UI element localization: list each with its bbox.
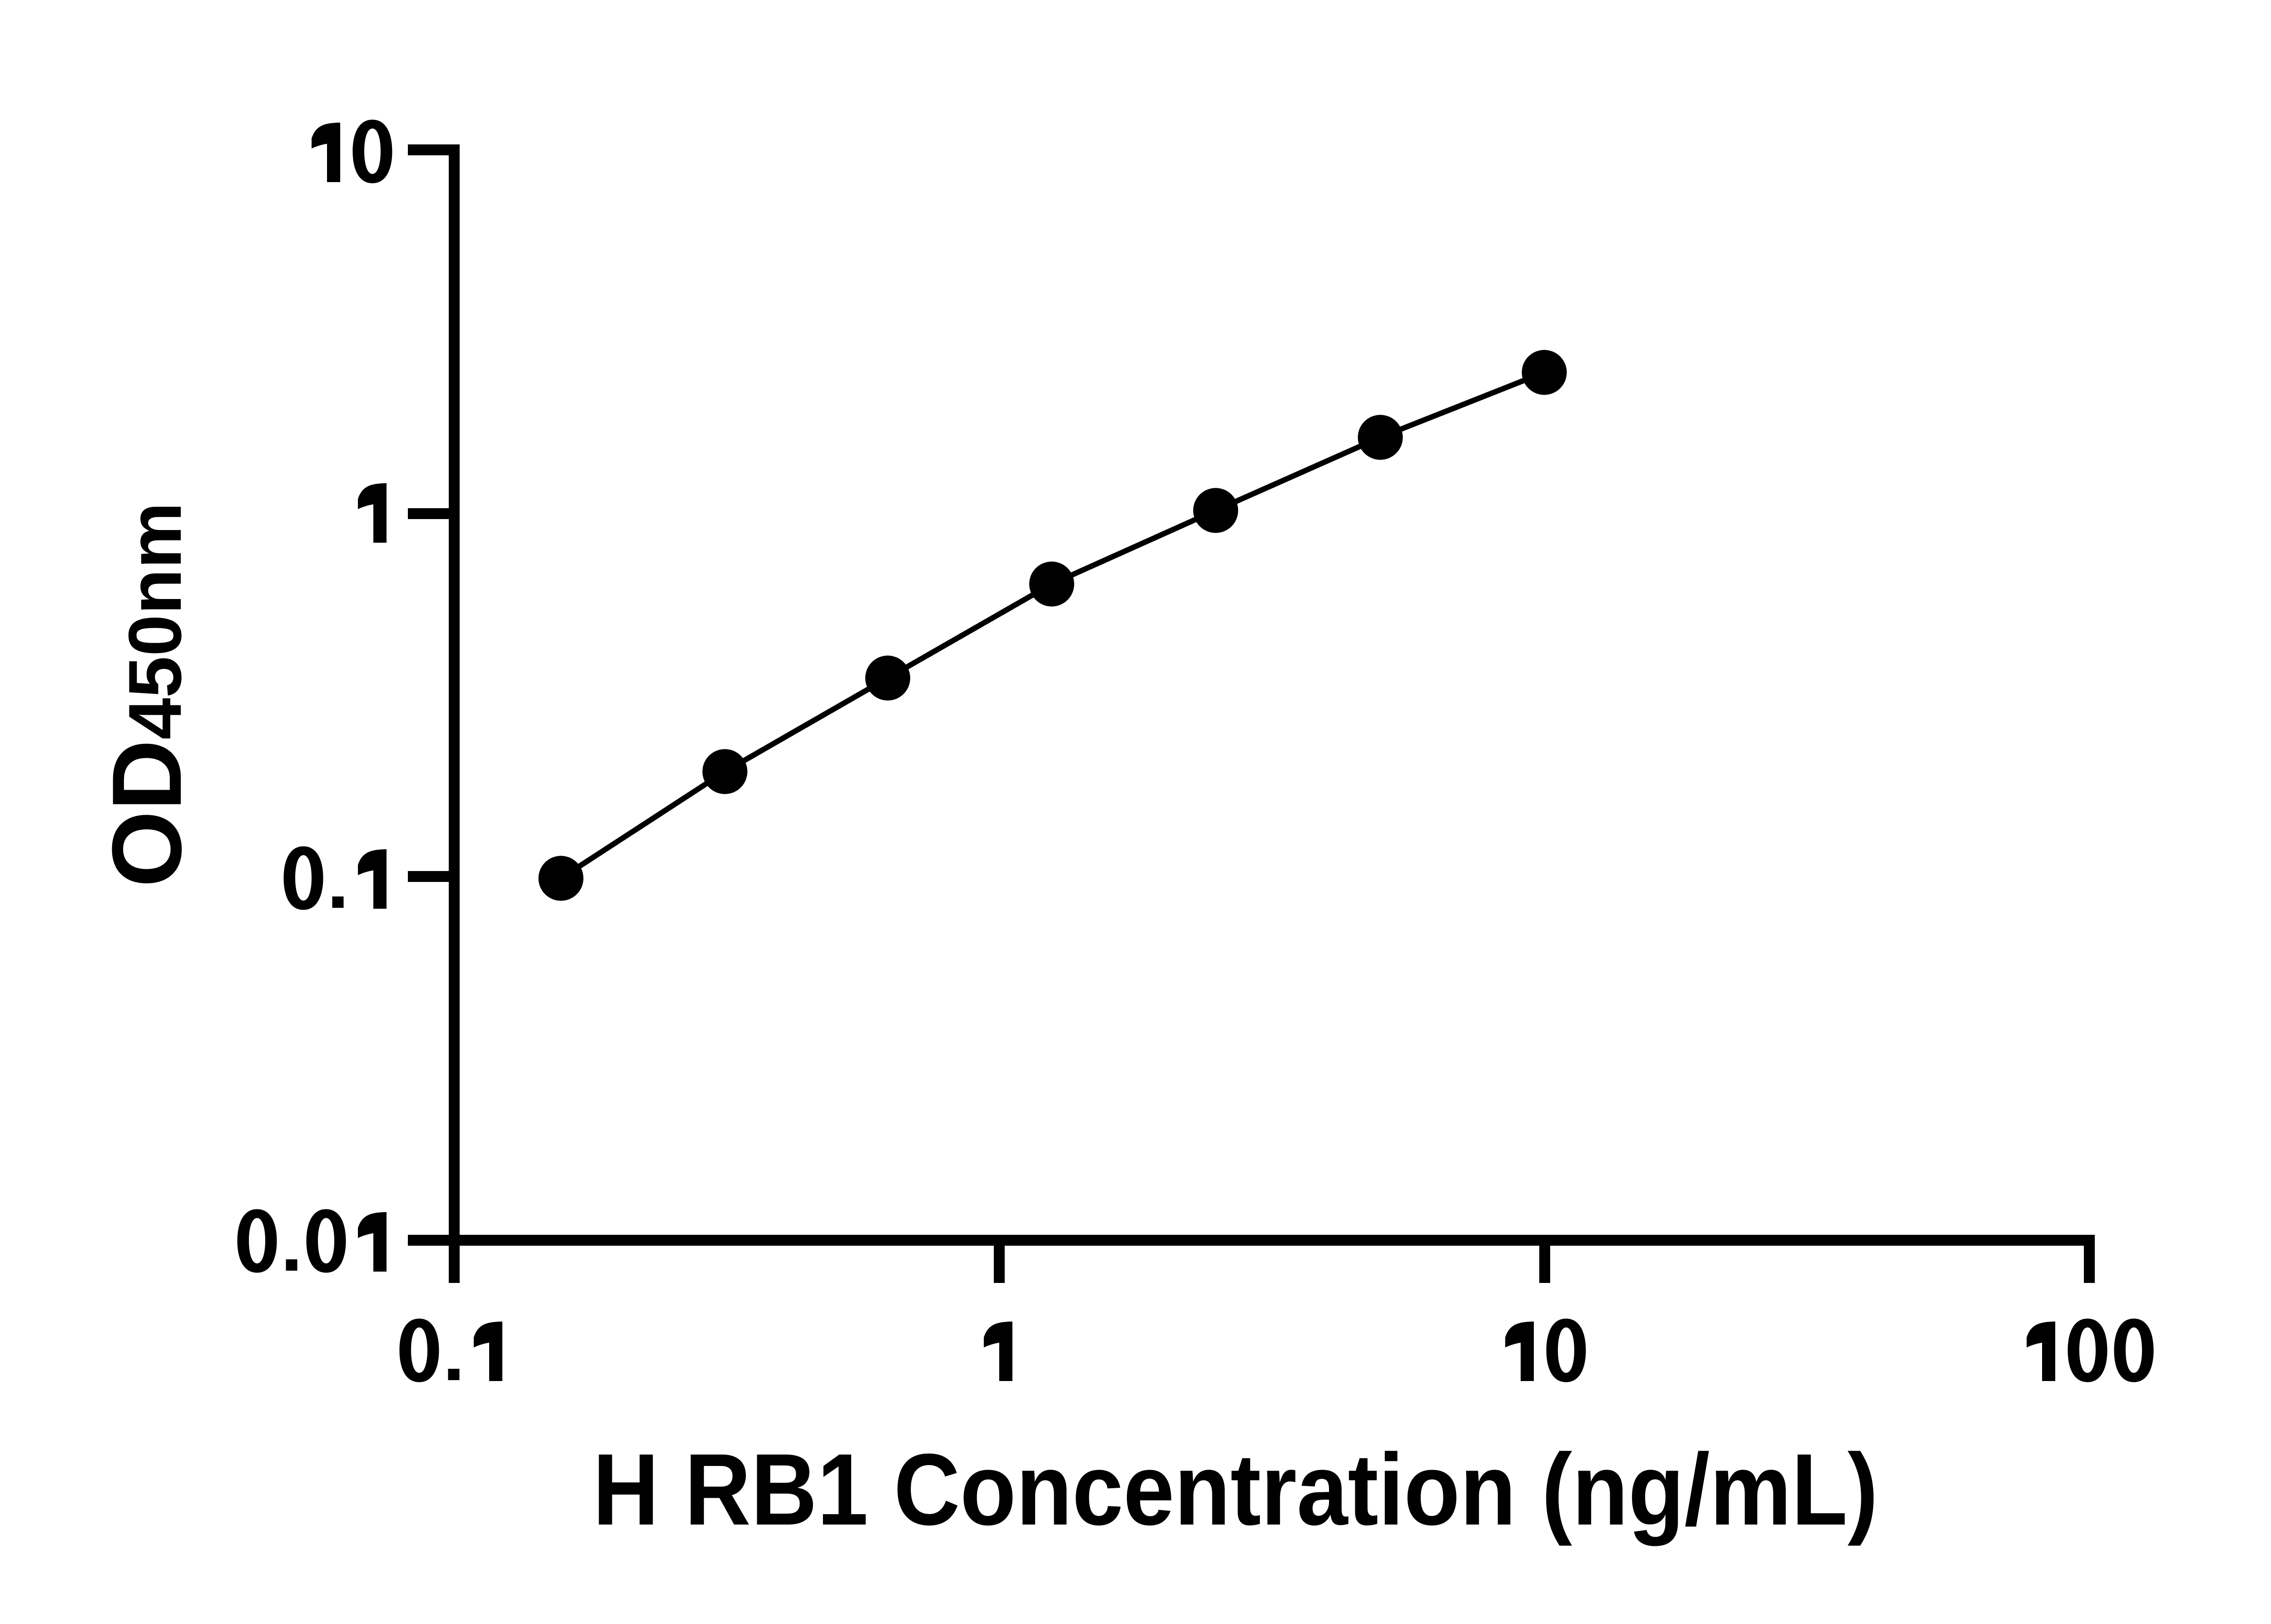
svg-text:H RB1 Concentration (ng/mL): H RB1 Concentration (ng/mL)	[593, 1433, 1878, 1546]
